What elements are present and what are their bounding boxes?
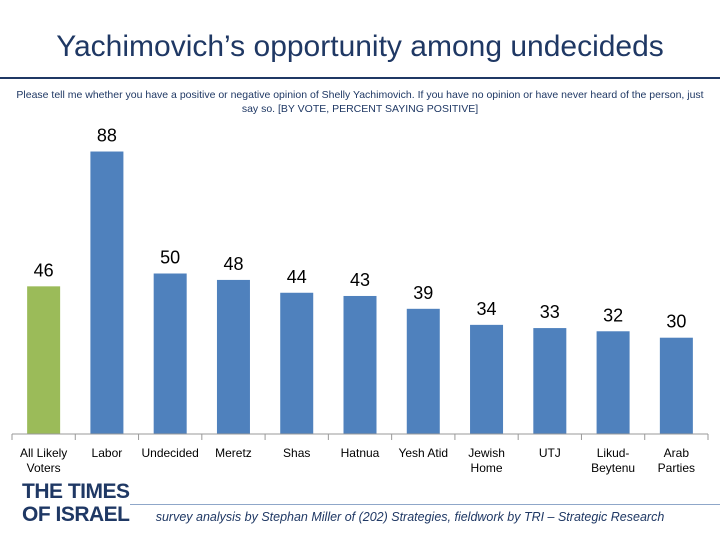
category-label-10-1: Parties (658, 461, 695, 475)
category-label-8-0: UTJ (539, 446, 561, 460)
data-label-4: 44 (287, 267, 307, 287)
category-label-5-0: Hatnua (341, 446, 380, 460)
bar-0 (27, 286, 61, 434)
data-label-3: 48 (223, 254, 243, 274)
data-label-5: 43 (350, 270, 370, 290)
bar-4 (280, 292, 314, 434)
category-label-3-0: Meretz (215, 446, 252, 460)
category-label-9-1: Beytenu (591, 461, 635, 475)
bar-9 (596, 331, 630, 434)
bar-2 (153, 273, 187, 434)
bar-1 (90, 151, 124, 434)
data-label-7: 34 (477, 299, 497, 319)
data-label-2: 50 (160, 248, 180, 268)
data-label-6: 39 (413, 283, 433, 303)
category-label-9-0: Likud- (597, 446, 630, 460)
logo-line-1: THE TIMES (22, 480, 130, 503)
page-title: Yachimovich’s opportunity among undecide… (56, 30, 664, 63)
logo-line-2: OF ISRAEL (22, 503, 130, 526)
category-label-1-0: Labor (92, 446, 123, 460)
data-label-0: 46 (34, 260, 54, 280)
category-label-0-0: All Likely (20, 446, 67, 460)
bar-8 (533, 328, 567, 434)
bar-5 (343, 295, 377, 434)
bar-3 (216, 279, 250, 434)
category-label-0-1: Voters (27, 461, 61, 475)
data-label-9: 32 (603, 305, 623, 325)
times-of-israel-logo: THE TIMES OF ISRAEL (22, 480, 130, 526)
bar-7 (470, 324, 504, 434)
data-label-8: 33 (540, 302, 560, 322)
bar-6 (406, 308, 440, 434)
title-divider (0, 77, 720, 79)
data-label-1: 88 (97, 126, 117, 146)
bar-10 (659, 337, 693, 434)
category-label-2-0: Undecided (141, 446, 198, 460)
category-label-6-0: Yesh Atid (398, 446, 448, 460)
footer-divider (130, 504, 720, 505)
chart-subtitle: Please tell me whether you have a positi… (16, 89, 704, 115)
footer-credit: survey analysis by Stephan Miller of (20… (155, 510, 665, 524)
category-label-4-0: Shas (283, 446, 310, 460)
category-label-7-1: Home (471, 461, 503, 475)
category-label-7-0: Jewish (468, 446, 505, 460)
data-label-10: 30 (666, 312, 686, 332)
category-label-10-0: Arab (664, 446, 690, 460)
